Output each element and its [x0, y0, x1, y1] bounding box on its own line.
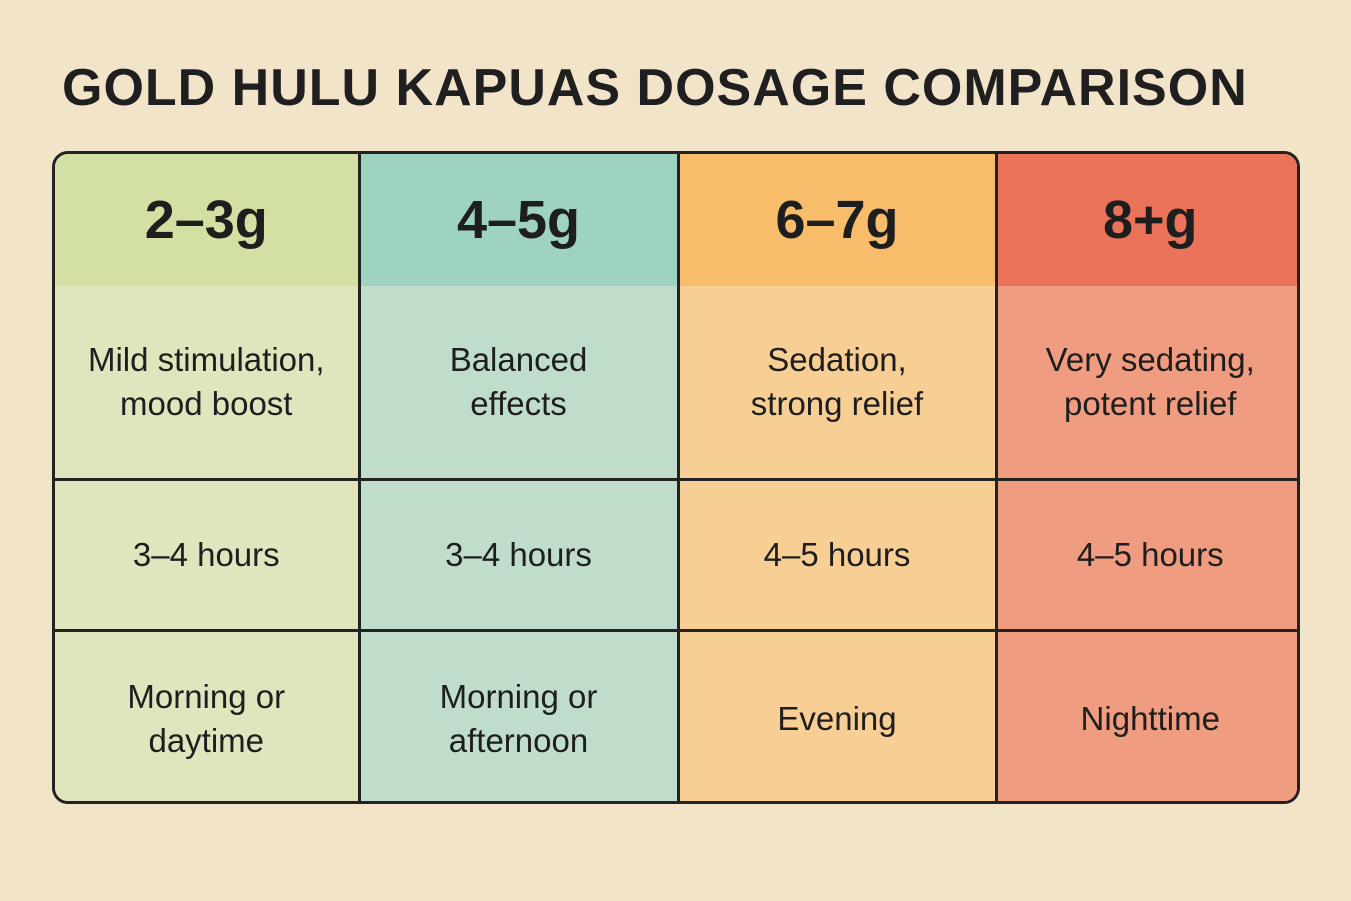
table-cell: Mild stimulation, mood boost	[55, 286, 361, 481]
header-cell: 6–7g	[676, 154, 998, 286]
cell-text: Sedation, strong relief	[750, 340, 924, 422]
table-cell: 3–4 hours	[55, 477, 361, 632]
table-cell: 3–4 hours	[357, 477, 680, 632]
cell-text: 4–5 hours	[1076, 535, 1224, 573]
header-row: 2–3g 4–5g 6–7g 8+g	[55, 154, 1297, 286]
table-cell: Very sedating, potent relief	[994, 286, 1297, 481]
cell-text: 3–4 hours	[132, 535, 280, 573]
header-cell: 8+g	[994, 154, 1297, 286]
table-cell: Evening	[676, 628, 998, 801]
cell-text: 4–5 hours	[763, 535, 911, 573]
dosage-table-frame: 2–3g 4–5g 6–7g 8+g Mild stimulation, mood b…	[52, 151, 1300, 804]
table-cell: 4–5 hours	[994, 477, 1297, 632]
table-row: 3–4 hours 3–4 hours 4–5 hours 4–5 hours	[55, 477, 1297, 632]
table-cell: Morning or daytime	[55, 628, 361, 801]
title: GOLD HULU KAPUAS DOSAGE COMPARISON	[62, 59, 1248, 117]
table-cell: 4–5 hours	[676, 477, 998, 632]
table-cell: Balanced effects	[357, 286, 680, 481]
cell-text: Evening	[777, 699, 897, 737]
table-cell: Sedation, strong relief	[676, 286, 998, 481]
cell-text: Balanced effects	[449, 340, 588, 422]
cell-text: Very sedating, potent relief	[1045, 340, 1255, 422]
dosage-table: 2–3g 4–5g 6–7g 8+g Mild stimulation, mood b…	[55, 154, 1297, 801]
table-cell: Morning or afternoon	[357, 628, 680, 801]
header-cell: 4–5g	[357, 154, 680, 286]
cell-text: Morning or daytime	[127, 677, 286, 759]
cell-text: Morning or afternoon	[439, 677, 598, 759]
cell-text: Mild stimulation, mood boost	[87, 340, 325, 422]
header-cell: 2–3g	[55, 154, 361, 286]
cell-text: Nighttime	[1080, 699, 1220, 737]
table-cell: Nighttime	[994, 628, 1297, 801]
cell-text: 3–4 hours	[445, 535, 592, 573]
table-row: Mild stimulation, mood boost Balanced eff…	[55, 286, 1297, 481]
table-row: Morning or daytime Morning or afternoon Ev…	[55, 628, 1297, 801]
